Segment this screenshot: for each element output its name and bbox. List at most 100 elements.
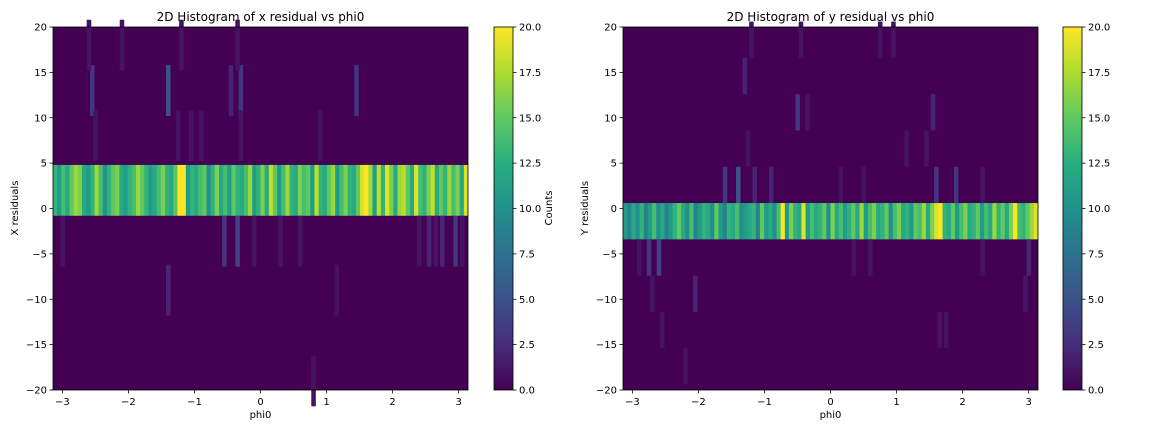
heatmap-cell — [136, 164, 141, 216]
colorbar-tick-label: 17.5 — [519, 68, 541, 79]
heatmap-cell — [160, 164, 166, 216]
colorbar-tick-label: 0.0 — [519, 386, 535, 397]
heatmap-cell — [90, 164, 95, 216]
heatmap-cell — [901, 203, 906, 240]
heatmap-cell — [416, 215, 422, 267]
plot-area — [622, 21, 1039, 391]
heatmap-cell — [714, 203, 719, 240]
heatmap-cell — [94, 164, 100, 216]
heatmap-cell — [177, 164, 183, 216]
colorbar-tick-label: 15.0 — [519, 113, 541, 124]
heatmap-cell — [1021, 203, 1026, 240]
heatmap-cell — [830, 203, 836, 240]
heatmap-cell — [697, 203, 703, 240]
heatmap-cell — [354, 65, 359, 116]
heatmap-cell — [925, 203, 931, 240]
colorbar-tick-label: 5.0 — [519, 295, 535, 306]
heatmap-cell — [202, 164, 207, 216]
heatmap-cell — [979, 203, 985, 240]
heatmap-cell — [980, 166, 985, 204]
heatmap-cell — [855, 203, 860, 240]
colorbar-tick-label: 17.5 — [1088, 68, 1110, 79]
heatmap-cell — [256, 164, 261, 216]
x-tick-label: 2 — [959, 397, 965, 408]
heatmap-cell — [364, 164, 369, 216]
heatmap-cell — [975, 203, 981, 240]
heatmap-cell — [179, 19, 184, 71]
heatmap-cell — [868, 239, 873, 276]
colorbar-gradient — [493, 26, 514, 391]
heatmap-cell — [859, 203, 865, 240]
heatmap-cell — [238, 65, 244, 116]
heatmap-cell — [950, 203, 956, 240]
heatmap-cell — [426, 215, 432, 267]
y-tick-label: 15 — [604, 68, 617, 79]
heatmap-cell — [169, 164, 174, 216]
heatmap-cell — [57, 164, 62, 216]
heatmap-cell — [646, 239, 652, 276]
heatmap-cell — [310, 164, 315, 216]
heatmap-cell — [1008, 203, 1014, 240]
colorbar-tick-label: 0.0 — [1088, 386, 1104, 397]
heatmap-cell — [405, 164, 411, 216]
heatmap-cell — [718, 203, 723, 240]
x-axis-label: phi0 — [820, 410, 842, 421]
heatmap-cell — [988, 203, 993, 240]
heatmap-cell — [842, 203, 848, 240]
heatmap-cell — [884, 203, 889, 240]
heatmap-cell — [165, 264, 171, 316]
heatmap-cell — [743, 203, 748, 240]
heatmap-cell — [61, 164, 66, 216]
x-tick-label: 3 — [1025, 397, 1031, 408]
heatmap-cell — [772, 203, 777, 240]
y-tick-label: −10 — [596, 295, 617, 306]
heatmap-cell — [397, 164, 402, 216]
heatmap-cell — [433, 215, 439, 267]
colorbar-gradient — [1062, 26, 1083, 391]
heatmap-cell — [1000, 203, 1006, 240]
heatmap-cell — [938, 203, 943, 240]
heatmap-cell — [1025, 203, 1031, 240]
heatmap-cell — [623, 203, 628, 240]
heatmap-cell — [798, 21, 804, 58]
colorbar-tick-label: 2.5 — [1088, 340, 1104, 351]
heatmap-cell — [314, 164, 319, 216]
heatmap-cell — [189, 110, 194, 162]
chart-title: 2D Histogram of x residual vs phi0 — [157, 10, 365, 24]
heatmap-cell — [175, 110, 181, 162]
heatmap-cell — [934, 166, 939, 204]
heatmap-cell — [311, 355, 316, 407]
colorbar-tick-label: 15.0 — [1088, 113, 1110, 124]
heatmap-cell — [768, 166, 774, 204]
heatmap-cell — [231, 164, 236, 216]
heatmap-cell — [681, 203, 686, 240]
heatmap-cell — [867, 203, 873, 240]
heatmap-cell — [726, 203, 732, 240]
heatmap-cell — [306, 164, 311, 216]
heatmap-cell — [65, 164, 70, 216]
heatmap-cell — [934, 203, 939, 240]
heatmap-cell — [797, 203, 802, 240]
heatmap-cell — [372, 164, 378, 216]
heatmap-cell — [173, 164, 178, 216]
heatmap-cell — [418, 164, 423, 216]
heatmap-cell — [880, 203, 885, 240]
heatmap-cell — [189, 164, 195, 216]
heatmap-cell — [334, 264, 339, 316]
x-tick-label: 2 — [389, 397, 395, 408]
heatmap-cell — [745, 130, 751, 167]
heatmap-cell — [959, 203, 964, 240]
colorbar-tick-label: 5.0 — [1088, 295, 1104, 306]
heatmap-cell — [683, 348, 688, 385]
heatmap-cell — [735, 203, 740, 240]
heatmap-cell — [892, 203, 898, 240]
colorbar-label: Counts — [544, 191, 555, 226]
y-tick-label: 20 — [34, 23, 47, 34]
colorbar-tick-label: 10.0 — [519, 204, 541, 215]
y-tick-label: −15 — [26, 340, 47, 351]
y-tick-label: 0 — [611, 204, 617, 215]
heatmap-cell — [152, 164, 158, 216]
heatmap-cell — [60, 215, 65, 267]
heatmap-cell — [272, 164, 278, 216]
heatmap-cell — [755, 203, 761, 240]
